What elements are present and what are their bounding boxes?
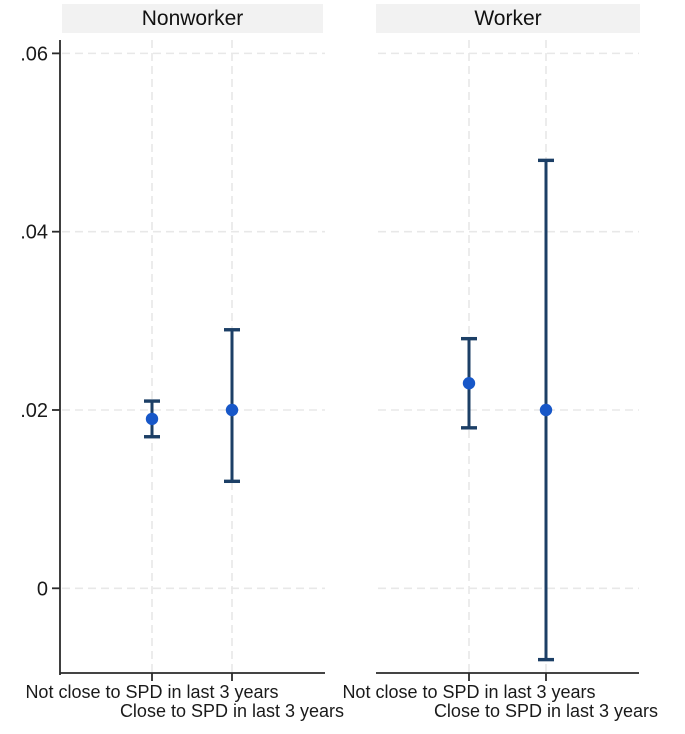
panel-title-nonworker: Nonworker [62,4,323,33]
x-tick-label: Not close to SPD in last 3 years [342,682,595,702]
y-tick-label: .04 [20,222,48,244]
point-marker [539,403,553,417]
x-tick-label: Close to SPD in last 3 years [434,701,658,721]
panel-title-worker-label: Worker [474,6,542,30]
point-marker [462,377,476,390]
y-tick-label: .02 [20,400,48,422]
y-tick-label: .06 [20,43,48,65]
panel-title-worker: Worker [376,4,640,33]
x-tick-label: Not close to SPD in last 3 years [25,682,278,702]
point-marker [145,412,159,426]
panel-title-nonworker-label: Nonworker [141,6,244,30]
point-marker [225,403,239,417]
x-tick-label: Close to SPD in last 3 years [120,701,344,721]
y-tick-label: 0 [37,578,48,600]
